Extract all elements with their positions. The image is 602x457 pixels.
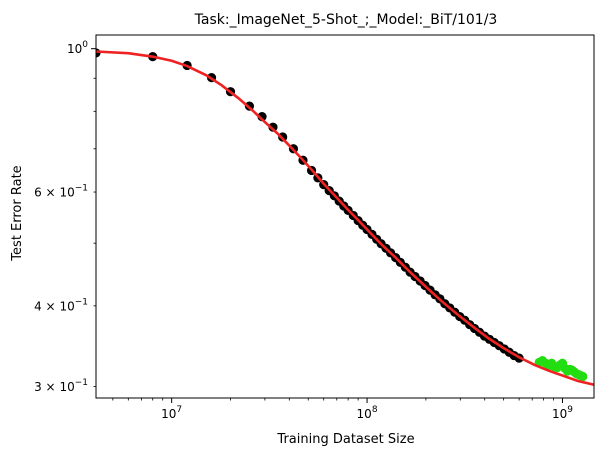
x-axis-label: Training Dataset Size xyxy=(276,432,414,447)
chart-title: Task:_ImageNet_5-Shot_;_Model:_BiT/101/3 xyxy=(194,12,498,28)
y-tick-label-0: 100 xyxy=(67,40,88,56)
observed-point-7 xyxy=(268,122,278,132)
plot-clipped-group xyxy=(96,48,594,386)
y-axis-label: Test Error Rate xyxy=(10,165,25,261)
x-tick-label-2: 109 xyxy=(552,405,573,421)
y-tick-label-3: 3 × 10−1 xyxy=(34,378,88,394)
plot-area xyxy=(96,48,594,386)
axes: 107 108 109 100 6 × 10−1 4 × 10−1 3 × 10−1 xyxy=(34,34,595,421)
plot-frame xyxy=(95,34,595,399)
fit-line xyxy=(96,50,594,386)
x-tick-label-0: 107 xyxy=(161,405,182,421)
y-tick-label-1: 6 × 10−1 xyxy=(34,184,88,200)
y-tick-label-2: 4 × 10−1 xyxy=(34,297,88,313)
x-tick-label-1: 108 xyxy=(357,405,378,421)
extrapolated-point-17 xyxy=(578,371,588,382)
